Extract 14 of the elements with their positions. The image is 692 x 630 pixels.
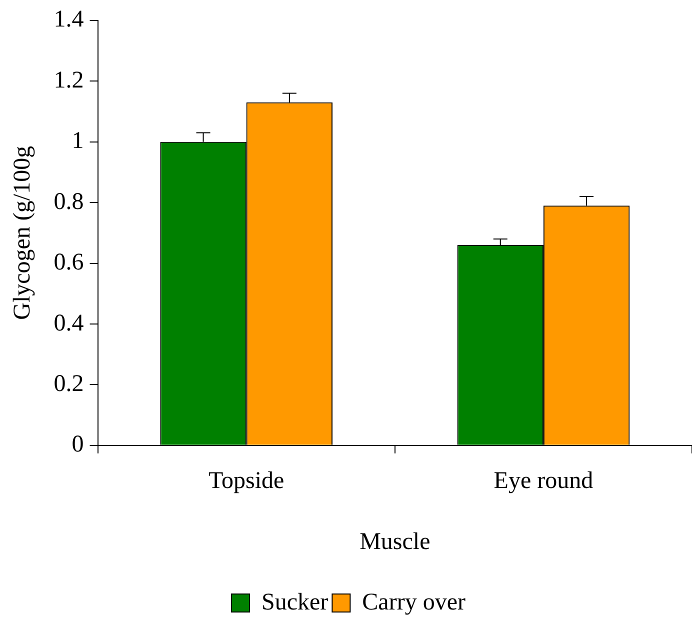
- y-axis-title: Glycogen (g/100g: [10, 146, 36, 320]
- legend-label: Carry over: [362, 589, 466, 616]
- x-axis-title: Muscle: [360, 528, 430, 555]
- x-tick-label: Topside: [208, 468, 284, 494]
- y-tick-label: 0.6: [54, 250, 84, 276]
- y-tick-label: 0.8: [54, 188, 84, 215]
- y-tick-label: 0.2: [54, 370, 84, 397]
- y-tick-label: 1: [72, 128, 84, 154]
- legend-label: Sucker: [262, 589, 328, 616]
- y-tick-label: 1.4: [54, 6, 84, 33]
- y-tick-label: 1.2: [54, 67, 84, 94]
- y-tick-label: 0: [72, 432, 84, 458]
- x-tick-label: Eye round: [494, 468, 594, 494]
- y-tick-label: 0.4: [54, 310, 84, 336]
